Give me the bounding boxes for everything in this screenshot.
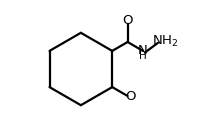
Text: O: O: [122, 14, 133, 27]
Text: N: N: [138, 44, 148, 57]
Text: H: H: [139, 51, 147, 61]
Text: NH$_2$: NH$_2$: [152, 34, 178, 49]
Text: O: O: [125, 90, 136, 103]
